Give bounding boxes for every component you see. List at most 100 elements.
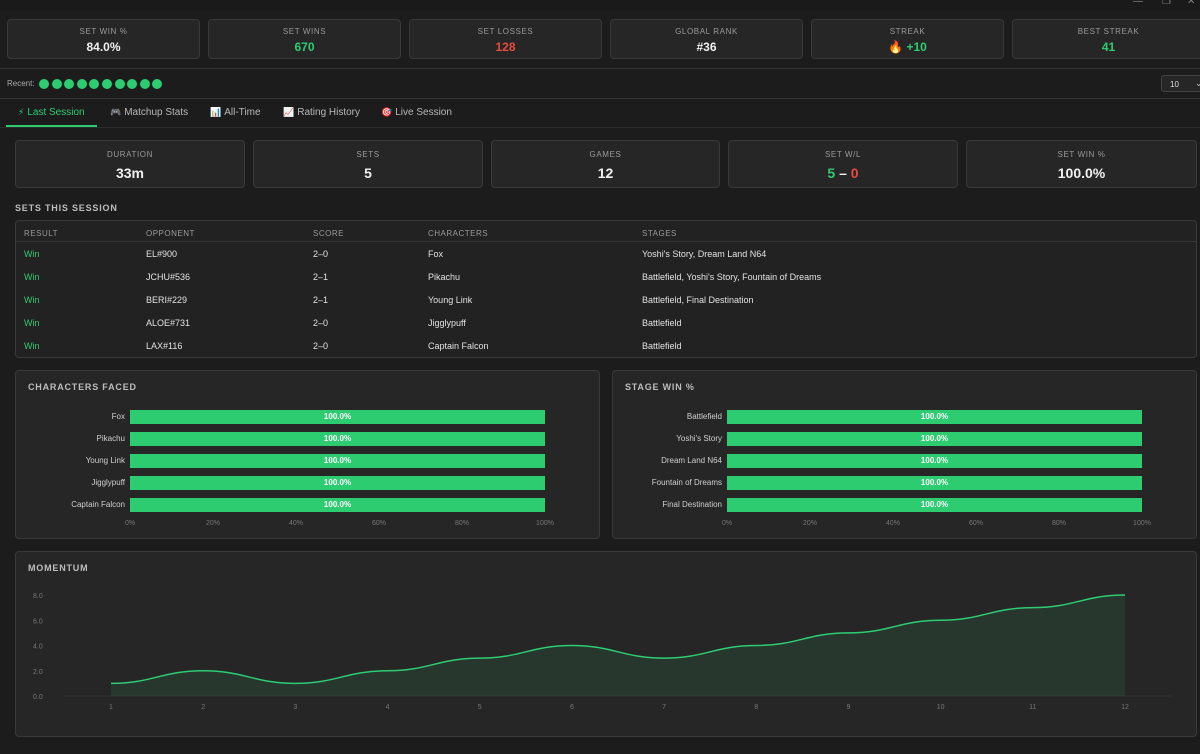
column-header: OPPONENT <box>146 229 195 238</box>
bar <box>130 410 545 424</box>
set-wins-value: 5 <box>827 165 836 181</box>
bar-label: Yoshi's Story <box>676 434 722 443</box>
cell-characters: Captain Falcon <box>428 341 489 351</box>
recent-result-dot <box>64 79 75 89</box>
cell-characters: Jigglypuff <box>428 318 466 328</box>
momentum-area <box>111 595 1125 696</box>
table-row[interactable]: Win JCHU#536 2–1 Pikachu Battlefield, Yo… <box>16 266 1196 289</box>
tab-label: Last Session <box>27 107 85 118</box>
bar-track: 100.0% <box>130 498 545 512</box>
bar-chart-icon: 📊 <box>210 107 222 117</box>
cell-characters: Pikachu <box>428 272 461 282</box>
tab-matchup-stats[interactable]: 🎮 Matchup Stats <box>110 107 188 118</box>
bar-label: Captain Falcon <box>71 500 125 509</box>
table-row[interactable]: Win ALOE#731 2–0 Jigglypuff Battlefield <box>16 312 1196 335</box>
stat-label: GLOBAL RANK <box>675 27 738 36</box>
bar <box>727 432 1142 446</box>
bar <box>727 410 1142 424</box>
y-tick-label: 0.0 <box>33 694 43 701</box>
recent-label: Recent: <box>7 79 35 88</box>
x-tick-label: 3 <box>293 704 297 711</box>
x-tick-label: 6 <box>570 704 574 711</box>
bar-label: Final Destination <box>662 500 722 509</box>
line-chart-icon: 📈 <box>283 107 295 117</box>
stat-label: STREAK <box>889 27 926 36</box>
column-header: SCORE <box>313 229 344 238</box>
divider <box>0 127 1200 128</box>
stat-card-best-streak: BEST STREAK 41 <box>1012 19 1200 59</box>
tab-live-session[interactable]: 🎯 Live Session <box>381 107 452 118</box>
recent-count-select[interactable]: 10 ⌄ <box>1161 75 1200 92</box>
cell-score: 2–0 <box>313 318 329 328</box>
stage-win-panel: STAGE WIN % Battlefield 100.0% Yoshi's Sto… <box>612 370 1197 539</box>
section-title-sets: SETS THIS SESSION <box>15 203 118 213</box>
bar-label: Battlefield <box>686 412 722 421</box>
panel-title: STAGE WIN % <box>625 382 695 392</box>
stat-label: SET LOSSES <box>477 27 534 36</box>
bar <box>727 476 1142 490</box>
bar <box>727 454 1142 468</box>
x-tick-label: 5 <box>478 704 482 711</box>
recent-result-dot <box>114 79 125 89</box>
x-tick-label: 0% <box>721 520 733 527</box>
table-row[interactable]: Win BERI#229 2–1 Young Link Battlefield,… <box>16 289 1196 312</box>
x-tick-label: 100% <box>1133 520 1151 527</box>
tab-label: Matchup Stats <box>124 107 189 118</box>
session-label: SET W/L <box>824 150 862 159</box>
table-row[interactable]: Win EL#900 2–0 Fox Yoshi's Story, Dream … <box>16 243 1196 266</box>
bar-label: Fountain of Dreams <box>651 478 722 487</box>
table-row[interactable]: Win LAX#116 2–0 Captain Falcon Battlefie… <box>16 335 1196 358</box>
cell-opponent: EL#900 <box>146 249 178 259</box>
recent-result-dot <box>127 79 138 89</box>
y-tick-label: 8.0 <box>33 593 43 600</box>
tab-label: Rating History <box>297 107 361 118</box>
cell-score: 2–0 <box>313 341 329 351</box>
maximize-icon[interactable]: ❐ <box>1162 0 1171 7</box>
stat-value: 🔥 +10 <box>888 40 927 54</box>
x-tick-label: 20% <box>205 520 221 527</box>
recent-result-dot <box>139 79 150 89</box>
stat-card-set-wins: SET WINS 670 <box>208 19 401 59</box>
tab-all-time[interactable]: 📊 All-Time <box>210 107 261 118</box>
recent-result-dot <box>89 79 100 89</box>
stat-value: #36 <box>696 40 717 54</box>
recent-result-dot <box>51 79 62 89</box>
panel-title: MOMENTUM <box>28 563 89 573</box>
momentum-line <box>110 594 1126 685</box>
active-tab-indicator <box>6 125 97 127</box>
stat-label: BEST STREAK <box>1077 27 1140 36</box>
characters-faced-panel: CHARACTERS FACED Fox 100.0% Pikachu 100.0% Y… <box>15 370 600 539</box>
x-tick-label: 40% <box>885 520 901 527</box>
bar <box>130 454 545 468</box>
set-losses-value: 0 <box>850 165 859 181</box>
target-icon: 🎯 <box>381 107 393 117</box>
cell-stages: Battlefield, Yoshi's Story, Fountain of … <box>642 272 822 282</box>
bar-track: 100.0% <box>727 410 1142 424</box>
bar <box>130 476 545 490</box>
session-value: 33m <box>115 165 145 181</box>
cell-result: Win <box>24 272 40 282</box>
tab-label: Live Session <box>395 107 452 118</box>
tab-rating-history[interactable]: 📈 Rating History <box>283 107 360 118</box>
bar-label: Jigglypuff <box>91 478 125 487</box>
lightning-icon: ⚡ <box>18 107 25 117</box>
session-label: SET WIN % <box>1057 150 1106 159</box>
tab-last-session[interactable]: ⚡ Last Session <box>18 107 85 118</box>
session-card-games: GAMES 12 <box>491 140 720 188</box>
bar <box>130 498 545 512</box>
recent-count-value: 10 <box>1170 80 1179 89</box>
session-value: 5 <box>364 165 372 181</box>
session-card-set-win-pct: SET WIN % 100.0% <box>966 140 1197 188</box>
bar-track: 100.0% <box>727 432 1142 446</box>
close-icon[interactable]: ✕ <box>1187 0 1196 7</box>
cell-result: Win <box>24 295 40 305</box>
bar-value-label: 100.0% <box>920 434 949 443</box>
bar-value-label: 100.0% <box>920 456 949 465</box>
cell-characters: Fox <box>428 249 444 259</box>
minimize-icon[interactable]: — <box>1133 0 1143 7</box>
x-tick-label: 2 <box>201 704 205 711</box>
column-header: CHARACTERS <box>428 229 489 238</box>
x-tick-label: 1 <box>109 704 113 711</box>
bar-value-label: 100.0% <box>920 412 949 421</box>
x-tick-label: 11 <box>1029 704 1036 711</box>
